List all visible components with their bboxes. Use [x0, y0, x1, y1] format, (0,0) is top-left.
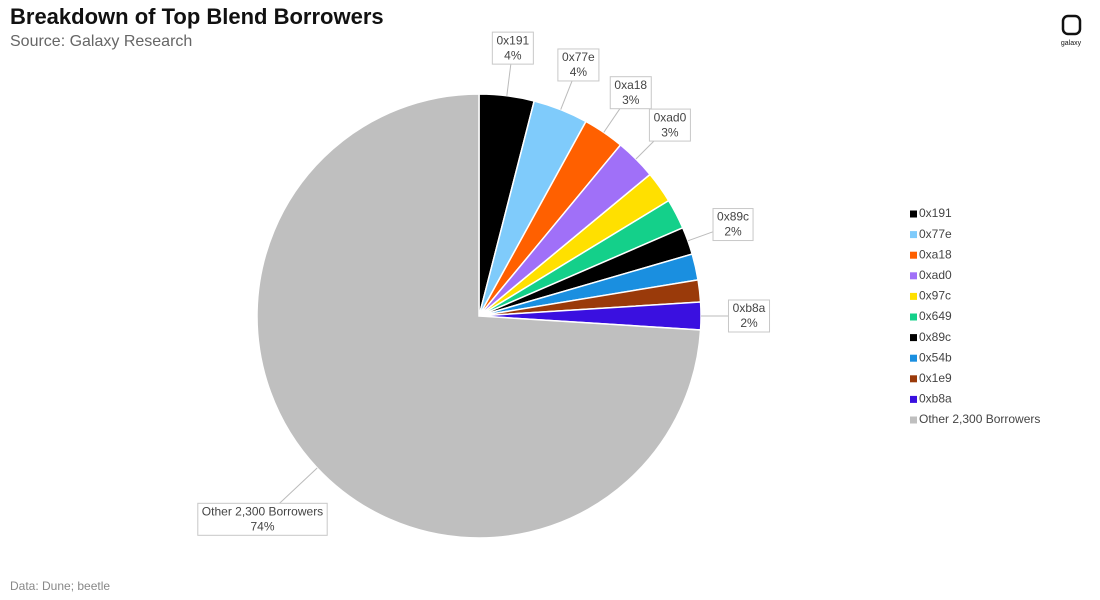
label-category: 0x77e	[562, 50, 595, 64]
legend-label: 0x89c	[919, 330, 951, 344]
source-note: Data: Dune; beetle	[10, 579, 110, 593]
legend-label: 0xb8a	[919, 392, 952, 406]
label-value: 3%	[622, 93, 640, 107]
label-box	[197, 502, 328, 536]
chart-subtitle: Source: Galaxy Research	[10, 33, 192, 50]
label-box	[648, 108, 691, 142]
legend-swatch	[910, 354, 917, 362]
logo-text: galaxy	[1061, 40, 1082, 47]
legend-label: 0xad0	[919, 268, 952, 282]
label-value: 4%	[504, 48, 522, 62]
legend-swatch	[910, 334, 917, 342]
label-box	[491, 31, 534, 65]
legend: 0x191 0x77e 0xa18 0xad0 0x97c 0x649 0x89c 0x54b…	[910, 206, 1040, 426]
label-category: 0x191	[496, 33, 529, 47]
legend-label: 0x77e	[919, 227, 952, 241]
label-value: 74%	[250, 519, 274, 533]
legend-swatch	[910, 251, 917, 259]
legend-swatch	[910, 416, 917, 424]
label-category: 0xb8a	[733, 301, 766, 315]
label-box	[557, 48, 600, 82]
legend-swatch	[910, 313, 917, 321]
label-category: 0xad0	[654, 110, 687, 124]
legend-swatch	[910, 272, 917, 280]
legend-swatch	[910, 210, 917, 218]
label-value: 2%	[740, 316, 758, 330]
logo-icon	[1061, 14, 1082, 36]
legend-label: 0x97c	[919, 289, 951, 303]
legend-swatch	[910, 292, 917, 300]
legend-label: 0x191	[919, 206, 952, 220]
slices	[256, 93, 702, 539]
pie-slice	[256, 93, 702, 539]
label-box	[727, 299, 771, 333]
legend-swatch	[910, 395, 917, 403]
label-value: 2%	[724, 225, 742, 239]
legend-swatch	[910, 231, 917, 239]
legend-label: 0x649	[919, 309, 952, 323]
label-value: 4%	[570, 65, 588, 79]
label-box	[609, 76, 652, 110]
label-value: 3%	[661, 125, 679, 139]
chart-title: Breakdown of Top Blend Borrowers	[10, 4, 384, 29]
label-box	[712, 208, 754, 242]
label-category: Other 2,300 Borrowers	[202, 504, 323, 518]
label-category: 0xa18	[614, 78, 647, 92]
legend-label: 0x54b	[919, 350, 952, 364]
legend-label: 0xa18	[919, 247, 952, 261]
legend-label: Other 2,300 Borrowers	[919, 412, 1040, 426]
legend-swatch	[910, 375, 917, 383]
legend-label: 0x1e9	[919, 371, 952, 385]
label-category: 0x89c	[717, 210, 749, 224]
